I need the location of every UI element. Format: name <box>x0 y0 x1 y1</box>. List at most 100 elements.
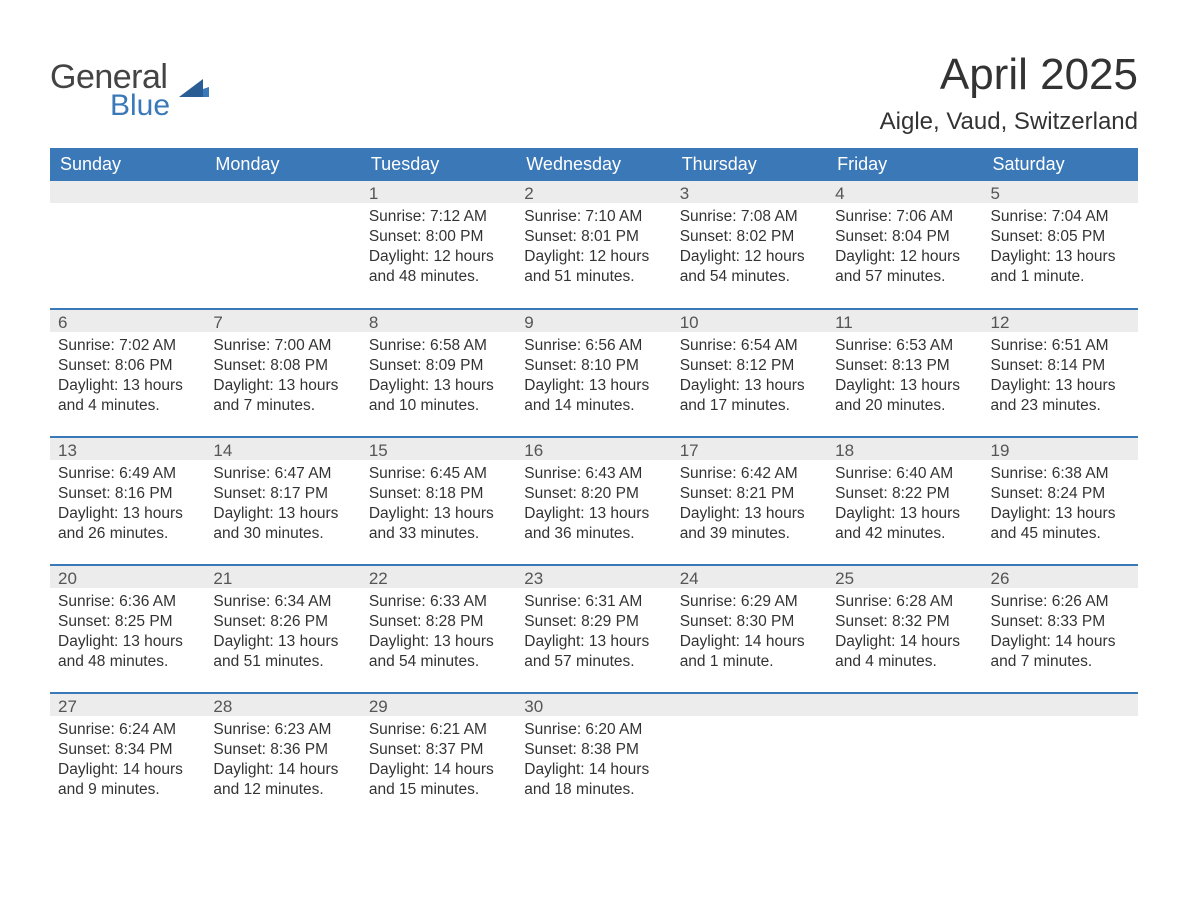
flag-icon <box>179 67 209 89</box>
title-block: April 2025 Aigle, Vaud, Switzerland <box>880 50 1138 136</box>
sunrise-line: Sunrise: 6:58 AM <box>369 336 508 356</box>
day-body: Sunrise: 6:58 AMSunset: 8:09 PMDaylight:… <box>361 332 516 425</box>
sunset-line: Sunset: 8:36 PM <box>213 740 352 760</box>
logo: General Blue <box>50 50 209 123</box>
daylight-line: Daylight: 13 hours and 30 minutes. <box>213 504 352 544</box>
day-number <box>50 181 205 203</box>
sunrise-line: Sunrise: 7:12 AM <box>369 207 508 227</box>
sunrise-line: Sunrise: 6:56 AM <box>524 336 663 356</box>
day-body: Sunrise: 6:42 AMSunset: 8:21 PMDaylight:… <box>672 460 827 553</box>
sunrise-line: Sunrise: 6:29 AM <box>680 592 819 612</box>
daylight-line: Daylight: 13 hours and 54 minutes. <box>369 632 508 672</box>
sunset-line: Sunset: 8:10 PM <box>524 356 663 376</box>
sunset-line: Sunset: 8:37 PM <box>369 740 508 760</box>
calendar-cell: 29Sunrise: 6:21 AMSunset: 8:37 PMDayligh… <box>361 693 516 821</box>
sunset-line: Sunset: 8:22 PM <box>835 484 974 504</box>
calendar-cell: 2Sunrise: 7:10 AMSunset: 8:01 PMDaylight… <box>516 181 671 309</box>
day-body: Sunrise: 6:28 AMSunset: 8:32 PMDaylight:… <box>827 588 982 681</box>
weekday-header-row: Sunday Monday Tuesday Wednesday Thursday… <box>50 148 1138 181</box>
daylight-line: Daylight: 13 hours and 10 minutes. <box>369 376 508 416</box>
daylight-line: Daylight: 12 hours and 57 minutes. <box>835 247 974 287</box>
sunset-line: Sunset: 8:33 PM <box>991 612 1130 632</box>
day-number: 24 <box>672 566 827 588</box>
sunset-line: Sunset: 8:13 PM <box>835 356 974 376</box>
calendar-cell: 10Sunrise: 6:54 AMSunset: 8:12 PMDayligh… <box>672 309 827 437</box>
sunrise-line: Sunrise: 7:02 AM <box>58 336 197 356</box>
day-body: Sunrise: 7:06 AMSunset: 8:04 PMDaylight:… <box>827 203 982 296</box>
day-number: 6 <box>50 310 205 332</box>
day-number: 23 <box>516 566 671 588</box>
sunset-line: Sunset: 8:12 PM <box>680 356 819 376</box>
sunset-line: Sunset: 8:24 PM <box>991 484 1130 504</box>
calendar-cell <box>205 181 360 309</box>
calendar-table: Sunday Monday Tuesday Wednesday Thursday… <box>50 148 1138 821</box>
sunrise-line: Sunrise: 6:21 AM <box>369 720 508 740</box>
sunrise-line: Sunrise: 6:47 AM <box>213 464 352 484</box>
day-number: 25 <box>827 566 982 588</box>
day-number: 19 <box>983 438 1138 460</box>
sunrise-line: Sunrise: 6:28 AM <box>835 592 974 612</box>
day-number: 13 <box>50 438 205 460</box>
daylight-line: Daylight: 13 hours and 36 minutes. <box>524 504 663 544</box>
sunrise-line: Sunrise: 6:20 AM <box>524 720 663 740</box>
sunset-line: Sunset: 8:02 PM <box>680 227 819 247</box>
day-body: Sunrise: 6:45 AMSunset: 8:18 PMDaylight:… <box>361 460 516 553</box>
day-number <box>827 694 982 716</box>
day-body: Sunrise: 6:40 AMSunset: 8:22 PMDaylight:… <box>827 460 982 553</box>
calendar-cell: 15Sunrise: 6:45 AMSunset: 8:18 PMDayligh… <box>361 437 516 565</box>
daylight-line: Daylight: 13 hours and 45 minutes. <box>991 504 1130 544</box>
day-number: 28 <box>205 694 360 716</box>
weekday-header: Friday <box>827 148 982 181</box>
sunset-line: Sunset: 8:30 PM <box>680 612 819 632</box>
sunrise-line: Sunrise: 6:38 AM <box>991 464 1130 484</box>
daylight-line: Daylight: 12 hours and 48 minutes. <box>369 247 508 287</box>
day-number: 4 <box>827 181 982 203</box>
calendar-cell: 13Sunrise: 6:49 AMSunset: 8:16 PMDayligh… <box>50 437 205 565</box>
sunset-line: Sunset: 8:16 PM <box>58 484 197 504</box>
calendar-cell <box>672 693 827 821</box>
sunrise-line: Sunrise: 7:04 AM <box>991 207 1130 227</box>
page-subtitle: Aigle, Vaud, Switzerland <box>880 108 1138 136</box>
day-body <box>983 716 1138 728</box>
sunset-line: Sunset: 8:26 PM <box>213 612 352 632</box>
day-body: Sunrise: 7:02 AMSunset: 8:06 PMDaylight:… <box>50 332 205 425</box>
calendar-cell: 30Sunrise: 6:20 AMSunset: 8:38 PMDayligh… <box>516 693 671 821</box>
calendar-row: 13Sunrise: 6:49 AMSunset: 8:16 PMDayligh… <box>50 437 1138 565</box>
day-number: 3 <box>672 181 827 203</box>
weekday-header: Sunday <box>50 148 205 181</box>
day-number: 10 <box>672 310 827 332</box>
daylight-line: Daylight: 14 hours and 15 minutes. <box>369 760 508 800</box>
daylight-line: Daylight: 12 hours and 54 minutes. <box>680 247 819 287</box>
sunset-line: Sunset: 8:25 PM <box>58 612 197 632</box>
day-number: 30 <box>516 694 671 716</box>
sunrise-line: Sunrise: 6:26 AM <box>991 592 1130 612</box>
day-body: Sunrise: 6:29 AMSunset: 8:30 PMDaylight:… <box>672 588 827 681</box>
day-number: 27 <box>50 694 205 716</box>
calendar-cell: 9Sunrise: 6:56 AMSunset: 8:10 PMDaylight… <box>516 309 671 437</box>
day-body: Sunrise: 6:51 AMSunset: 8:14 PMDaylight:… <box>983 332 1138 425</box>
day-body: Sunrise: 6:36 AMSunset: 8:25 PMDaylight:… <box>50 588 205 681</box>
daylight-line: Daylight: 13 hours and 57 minutes. <box>524 632 663 672</box>
sunrise-line: Sunrise: 6:23 AM <box>213 720 352 740</box>
sunset-line: Sunset: 8:14 PM <box>991 356 1130 376</box>
day-body: Sunrise: 6:56 AMSunset: 8:10 PMDaylight:… <box>516 332 671 425</box>
daylight-line: Daylight: 13 hours and 26 minutes. <box>58 504 197 544</box>
calendar-row: 1Sunrise: 7:12 AMSunset: 8:00 PMDaylight… <box>50 181 1138 309</box>
day-number: 22 <box>361 566 516 588</box>
day-number <box>983 694 1138 716</box>
sunrise-line: Sunrise: 6:42 AM <box>680 464 819 484</box>
daylight-line: Daylight: 14 hours and 9 minutes. <box>58 760 197 800</box>
daylight-line: Daylight: 12 hours and 51 minutes. <box>524 247 663 287</box>
calendar-cell: 26Sunrise: 6:26 AMSunset: 8:33 PMDayligh… <box>983 565 1138 693</box>
calendar-cell: 6Sunrise: 7:02 AMSunset: 8:06 PMDaylight… <box>50 309 205 437</box>
page-title: April 2025 <box>880 50 1138 100</box>
daylight-line: Daylight: 13 hours and 20 minutes. <box>835 376 974 416</box>
sunset-line: Sunset: 8:01 PM <box>524 227 663 247</box>
daylight-line: Daylight: 14 hours and 7 minutes. <box>991 632 1130 672</box>
day-body: Sunrise: 7:10 AMSunset: 8:01 PMDaylight:… <box>516 203 671 296</box>
sunset-line: Sunset: 8:05 PM <box>991 227 1130 247</box>
sunset-line: Sunset: 8:21 PM <box>680 484 819 504</box>
calendar-cell: 24Sunrise: 6:29 AMSunset: 8:30 PMDayligh… <box>672 565 827 693</box>
day-body <box>672 716 827 728</box>
day-body: Sunrise: 6:53 AMSunset: 8:13 PMDaylight:… <box>827 332 982 425</box>
